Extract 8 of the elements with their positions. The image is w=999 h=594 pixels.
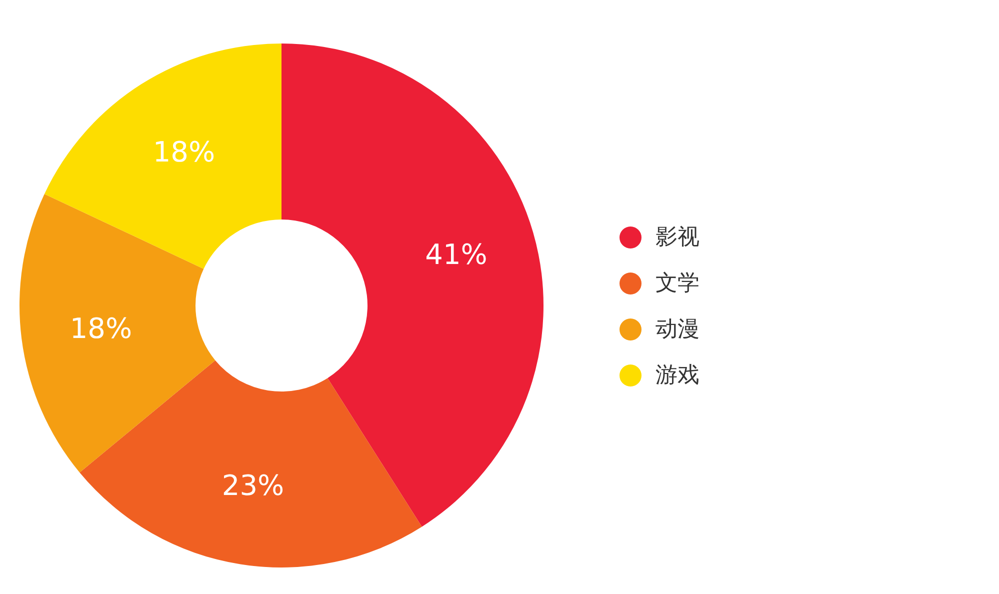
legend-label: 影视 — [656, 225, 700, 250]
legend-label: 游戏 — [656, 363, 700, 388]
legend-label: 文学 — [656, 271, 700, 296]
data-label: 18% — [70, 312, 132, 345]
data-label: 18% — [152, 135, 216, 168]
data-label: 23% — [222, 468, 284, 502]
data-label: 41% — [425, 238, 488, 272]
legend-label: 动漫 — [656, 317, 700, 342]
